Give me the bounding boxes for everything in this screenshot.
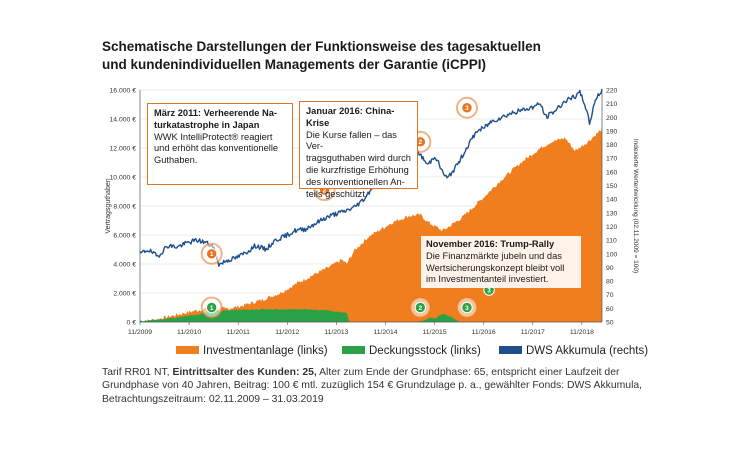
axes: 0 € 2.000 € 4.000 € 6.000 € 8.000 € 10.000 € 1… <box>110 88 618 337</box>
marker-dot <box>205 248 218 260</box>
callout-china-title: Januar 2016: China-Krise <box>306 106 395 128</box>
legend-item-dws: DWS Akkumula (rechts) <box>499 345 648 357</box>
marker-label: 1 <box>210 305 214 312</box>
y2-tick-label: 140 <box>606 197 618 204</box>
y2-tick-label: 90 <box>606 265 614 272</box>
callout-japan: März 2011: Verheerende Na- turkatastroph… <box>147 103 293 185</box>
y2-tick-label: 80 <box>606 279 614 286</box>
y-tick-label: 6.000 € <box>113 233 136 240</box>
y2-tick-label: 190 <box>606 128 618 135</box>
y2-tick-label: 160 <box>606 169 618 176</box>
callout-trump-line2: Wertsicherungskonzept bleibt voll <box>426 262 565 273</box>
callout-japan-title-line1: März 2011: Verheerende Na- <box>154 108 277 118</box>
legend-item-deckungsstock: Deckungsstock (links) <box>342 345 481 357</box>
x-tick-label: 11/2016 <box>472 329 496 336</box>
deckungsstock-area <box>140 308 602 322</box>
callout-japan-line1: WWK IntelliProtect® reagiert <box>154 131 273 142</box>
x-tick-label: 11/2009 <box>128 329 152 336</box>
x-tick-label: 11/2012 <box>275 329 299 336</box>
y-tick-label: 4.000 € <box>113 262 136 269</box>
callout-japan-title: März 2011: Verheerende Na- turkatastroph… <box>154 108 286 132</box>
footnote-bold: Eintrittsalter des Kunden: 25, <box>172 367 317 378</box>
callout-china-line3: die kurzfristige Erhöhung <box>306 164 409 175</box>
callout-china-line1: Die Kurse fallen – das Ver- <box>306 129 397 152</box>
y2-tick-label: 60 <box>606 306 614 313</box>
chart-title-line2: und kundenindividuellen Managements der … <box>102 57 487 72</box>
legend-swatch-deckungsstock <box>342 345 365 354</box>
y2-axis-label: Indexierte Wertentwicklung (02.11.2009 =… <box>632 139 639 273</box>
y-tick-label: 12.000 € <box>110 146 137 153</box>
x-tick-label: 11/2015 <box>423 329 447 336</box>
y-axis-label: Vertragsguthaben <box>105 178 112 233</box>
x-tick-label: 11/2014 <box>373 329 397 336</box>
callout-japan-line2: und erhöht das konventionelle <box>154 143 279 154</box>
x-tick-label: 11/2017 <box>521 329 545 336</box>
x-tick-label: 11/2010 <box>177 329 201 336</box>
y-tick-label: 10.000 € <box>110 175 137 182</box>
y-tick-label: 0 € <box>127 320 137 327</box>
marker-dot <box>461 301 473 314</box>
callout-china-line4: des konventionellen An- <box>306 176 405 187</box>
marker-dot <box>461 102 473 114</box>
y2-tick-label: 70 <box>606 292 614 299</box>
legend-item-investment: Investmentanlage (links) <box>176 345 328 357</box>
y-tick-label: 8.000 € <box>113 204 136 211</box>
callout-china-line2: tragsguthaben wird durch <box>306 153 411 164</box>
y2-tick-label: 150 <box>606 183 618 190</box>
marker-label: 3 <box>465 305 469 312</box>
marker-label: 2 <box>419 305 423 312</box>
marker-dot <box>205 301 218 314</box>
x-tick-label: 11/2018 <box>570 329 594 336</box>
chart-title: Schematische Darstellungen der Funktions… <box>102 38 662 74</box>
callout-japan-title-line2: turkatastrophe in Japan <box>154 119 260 130</box>
y2-tick-label: 100 <box>606 251 618 258</box>
legend-label-deckungsstock: Deckungsstock (links) <box>369 345 481 357</box>
legend-label-dws: DWS Akkumula (rechts) <box>526 345 649 357</box>
footnote: Tarif RR01 NT, Eintrittsalter des Kunden… <box>102 366 654 406</box>
legend-swatch-dws <box>499 345 522 354</box>
y2-tick-label: 180 <box>606 142 618 149</box>
callout-trump-line3: im Investmentanteil investiert. <box>426 274 549 285</box>
y-tick-label: 2.000 € <box>113 291 136 298</box>
marker-label: 3 <box>487 287 491 294</box>
chart-title-line1: Schematische Darstellungen der Funktions… <box>102 39 541 54</box>
x-tick-label: 11/2013 <box>324 329 348 336</box>
marker-label: 3 <box>465 105 469 112</box>
y-tick-label: 14.000 € <box>110 117 137 124</box>
marker-label: 2 <box>419 139 423 146</box>
x-tick-label: 11/2011 <box>226 329 250 336</box>
marker-dot <box>414 301 427 314</box>
y2-tick-label: 50 <box>606 320 614 327</box>
y-tick-label: 16.000 € <box>110 88 137 95</box>
callout-japan-line3: Guthaben. <box>154 155 198 166</box>
y2-tick-label: 170 <box>606 156 618 163</box>
footnote-prefix: Tarif RR01 NT, <box>102 367 173 378</box>
y2-tick-label: 110 <box>606 238 617 245</box>
footnote-rest: Alter zum Ende der Grundphase: 65, entsp… <box>102 367 643 405</box>
callout-trump: November 2016: Trump-Rally Die Finanzmär… <box>421 236 581 288</box>
marker-label: 1 <box>210 251 214 258</box>
callout-trump-title: November 2016: Trump-Rally <box>426 239 555 249</box>
legend-label-investment: Investmentanlage (links) <box>203 345 328 357</box>
y2-tick-label: 120 <box>606 224 618 231</box>
legend-swatch-investment <box>176 345 199 354</box>
callout-china-line5: teils geschützt. <box>306 188 368 199</box>
callout-china: Januar 2016: China-Krise Die Kurse falle… <box>299 101 418 199</box>
marker-label: 2 <box>323 187 327 194</box>
y2-tick-label: 130 <box>606 210 618 217</box>
y2-tick-label: 220 <box>606 88 618 95</box>
y2-tick-label: 210 <box>606 101 618 108</box>
y2-tick-label: 200 <box>606 115 618 122</box>
callout-trump-line1: Die Finanzmärkte jubeln und das <box>426 250 562 261</box>
